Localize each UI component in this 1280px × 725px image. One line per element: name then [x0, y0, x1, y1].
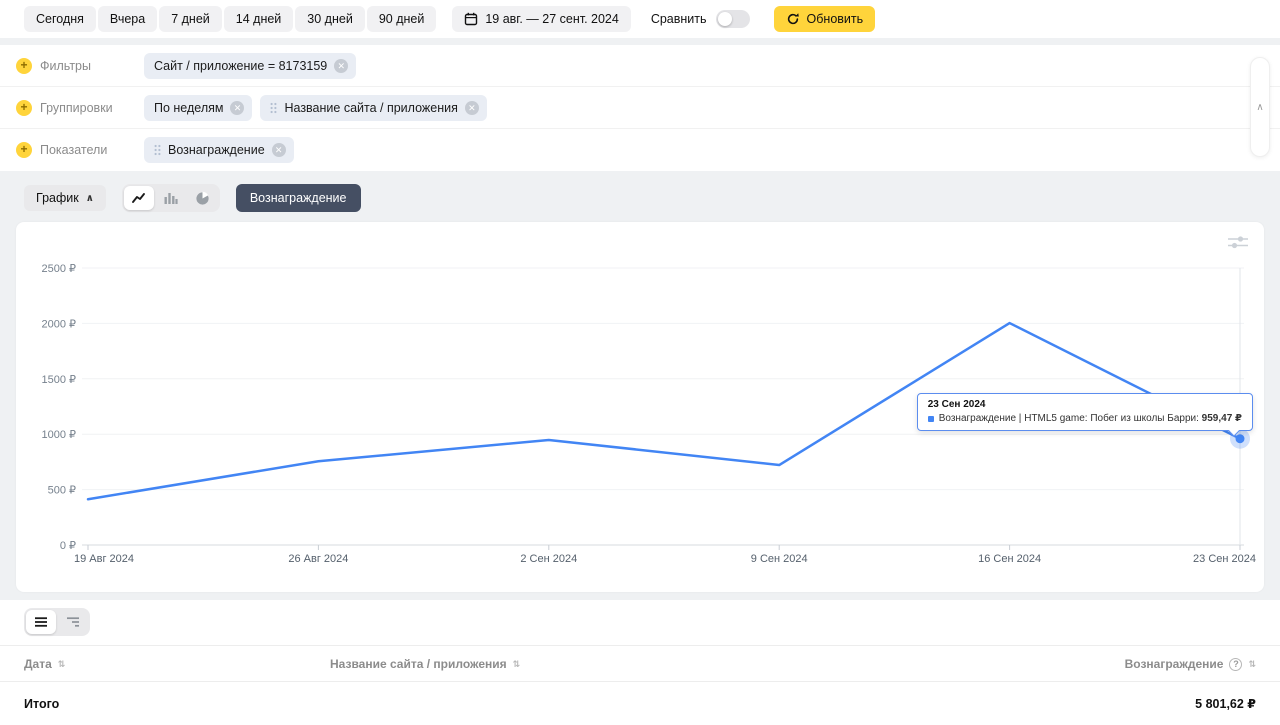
- svg-text:0 ₽: 0 ₽: [60, 540, 76, 552]
- filter-chip[interactable]: Сайт / приложение = 8173159 ✕: [144, 53, 356, 79]
- chart-controls: График ∧ Вознаграждение: [24, 184, 361, 212]
- svg-text:19 Авг 2024: 19 Авг 2024: [74, 553, 134, 565]
- svg-text:500 ₽: 500 ₽: [48, 485, 76, 497]
- chart-tooltip: 23 Сен 2024 Вознаграждение | HTML5 game:…: [917, 393, 1253, 431]
- tooltip-series-label: Вознаграждение | HTML5 game: Побег из шк…: [939, 413, 1199, 424]
- grouping-chip[interactable]: По неделям ✕: [144, 95, 252, 121]
- svg-text:1500 ₽: 1500 ₽: [41, 374, 76, 386]
- sort-icon[interactable]: ⇅: [513, 659, 521, 670]
- svg-text:2000 ₽: 2000 ₽: [41, 318, 76, 330]
- chart-type-switcher: [122, 184, 220, 212]
- bar-chart-icon[interactable]: [156, 186, 186, 210]
- tooltip-date: 23 Сен 2024: [928, 399, 1242, 410]
- svg-text:26 Авг 2024: 26 Авг 2024: [288, 553, 348, 565]
- preset-90days-button[interactable]: 90 дней: [367, 6, 437, 32]
- column-header-site-name[interactable]: Название сайта / приложения ⇅: [330, 646, 520, 682]
- add-metric-icon[interactable]: +: [16, 142, 32, 158]
- filters-row: + Фильтры Сайт / приложение = 8173159 ✕: [0, 45, 1280, 87]
- remove-metric-icon[interactable]: ✕: [272, 143, 286, 157]
- drag-handle-icon[interactable]: [154, 144, 161, 156]
- sort-icon[interactable]: ⇅: [1248, 659, 1256, 670]
- list-view-icon[interactable]: [26, 610, 56, 634]
- metric-badge[interactable]: Вознаграждение: [236, 184, 361, 212]
- svg-text:2 Сен 2024: 2 Сен 2024: [520, 553, 577, 565]
- toggle-knob: [718, 12, 732, 26]
- drag-handle-icon[interactable]: [270, 102, 277, 114]
- preset-today-button[interactable]: Сегодня: [24, 6, 96, 32]
- date-preset-group: Сегодня Вчера 7 дней 14 дней 30 дней 90 …: [24, 6, 436, 32]
- top-toolbar: Сегодня Вчера 7 дней 14 дней 30 дней 90 …: [0, 0, 1280, 38]
- preset-yesterday-button[interactable]: Вчера: [98, 6, 157, 32]
- date-range-button[interactable]: 19 авг. — 27 сент. 2024: [452, 6, 631, 32]
- chart-settings-icon[interactable]: [1228, 235, 1248, 255]
- preset-7days-button[interactable]: 7 дней: [159, 6, 222, 32]
- filters-row-label: Фильтры: [40, 59, 136, 73]
- metric-chip-label: Вознаграждение: [168, 143, 265, 157]
- total-row: Итого 5 801,62 ₽: [0, 682, 1280, 725]
- table-header: Дата ⇅ Название сайта / приложения ⇅ Воз…: [0, 645, 1280, 682]
- tree-view-icon[interactable]: [58, 610, 88, 634]
- calendar-icon: [464, 12, 478, 26]
- collapse-panel-button[interactable]: ∧: [1250, 57, 1270, 157]
- remove-grouping-icon[interactable]: ✕: [230, 101, 244, 115]
- grouping-chip-label: По неделям: [154, 101, 223, 115]
- chart-card: 0 ₽ 500 ₽ 1000 ₽ 1500 ₽ 2000 ₽ 2500 ₽ 19 Авг 2…: [16, 222, 1264, 592]
- filter-chip-label: Сайт / приложение = 8173159: [154, 59, 327, 73]
- svg-text:23 Сен 2024: 23 Сен 2024: [1193, 553, 1256, 565]
- metrics-row: + Показатели Вознаграждение ✕: [0, 129, 1280, 171]
- column-header-reward[interactable]: Вознаграждение ? ⇅: [1125, 646, 1256, 682]
- table-view-switcher: [24, 608, 90, 636]
- chart-collapse-label: График: [36, 191, 79, 205]
- chevron-up-icon: ∧: [86, 193, 94, 204]
- chevron-up-icon: ∧: [1256, 102, 1263, 113]
- add-grouping-icon[interactable]: +: [16, 100, 32, 116]
- chart-collapse-button[interactable]: График ∧: [24, 185, 106, 211]
- groupings-row: + Группировки По неделям ✕ Название сайт…: [0, 87, 1280, 129]
- svg-text:16 Сен 2024: 16 Сен 2024: [978, 553, 1041, 565]
- svg-text:9 Сен 2024: 9 Сен 2024: [751, 553, 808, 565]
- metric-chip[interactable]: Вознаграждение ✕: [144, 137, 294, 163]
- groupings-row-label: Группировки: [40, 101, 136, 115]
- metrics-row-label: Показатели: [40, 143, 136, 157]
- compare-label: Сравнить: [651, 12, 707, 26]
- total-value: 5 801,62 ₽: [1195, 696, 1256, 711]
- refresh-label: Обновить: [807, 12, 864, 26]
- svg-text:1000 ₽: 1000 ₽: [41, 429, 76, 441]
- compare-toggle[interactable]: [716, 10, 750, 28]
- sort-icon[interactable]: ⇅: [58, 659, 66, 670]
- report-table: Дата ⇅ Название сайта / приложения ⇅ Воз…: [0, 600, 1280, 725]
- svg-text:2500 ₽: 2500 ₽: [41, 263, 76, 275]
- preset-30days-button[interactable]: 30 дней: [295, 6, 365, 32]
- refresh-icon: [786, 12, 800, 26]
- grouping-chip-label: Название сайта / приложения: [284, 101, 457, 115]
- remove-filter-icon[interactable]: ✕: [334, 59, 348, 73]
- series-bullet-icon: [928, 416, 934, 422]
- refresh-button[interactable]: Обновить: [774, 6, 876, 32]
- preset-14days-button[interactable]: 14 дней: [224, 6, 294, 32]
- grouping-chip[interactable]: Название сайта / приложения ✕: [260, 95, 486, 121]
- pie-chart-icon[interactable]: [188, 186, 218, 210]
- date-range-label: 19 авг. — 27 сент. 2024: [485, 12, 619, 26]
- remove-grouping-icon[interactable]: ✕: [465, 101, 479, 115]
- add-filter-icon[interactable]: +: [16, 58, 32, 74]
- compare-control: Сравнить: [651, 10, 750, 28]
- column-header-date[interactable]: Дата ⇅: [24, 646, 65, 682]
- line-chart-icon[interactable]: [124, 186, 154, 210]
- filters-panel: + Фильтры Сайт / приложение = 8173159 ✕ …: [0, 45, 1280, 171]
- tooltip-value: 959,47 ₽: [1202, 413, 1242, 424]
- help-icon[interactable]: ?: [1229, 658, 1242, 671]
- total-label: Итого: [24, 697, 59, 711]
